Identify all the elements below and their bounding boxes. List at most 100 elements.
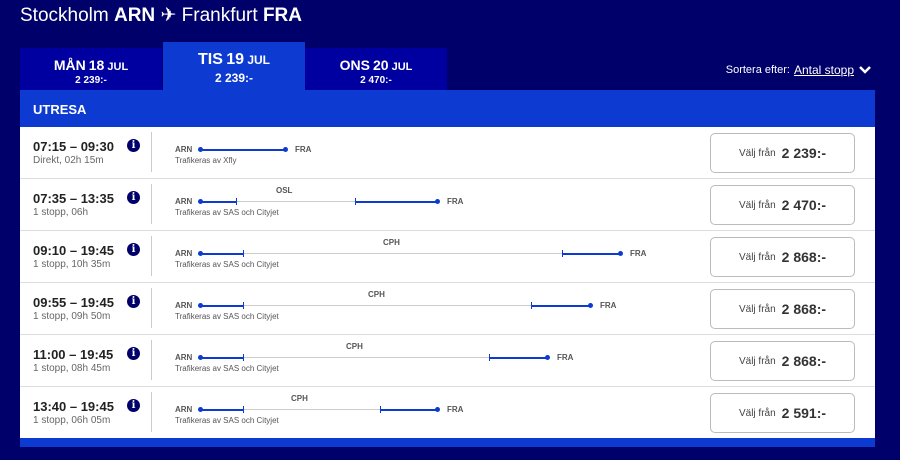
divider: [151, 236, 152, 276]
dest-code: FRA: [295, 145, 312, 154]
segment-tick: [380, 406, 381, 413]
segment-tick: [531, 302, 532, 309]
stop-code: CPH: [368, 290, 385, 299]
layover-segment: [243, 357, 489, 358]
stop-code: CPH: [346, 342, 363, 351]
select-flight-button[interactable]: Välj från 2 868:-: [710, 289, 855, 329]
flight-time: 09:55 – 19:45: [33, 295, 114, 310]
tab-price: 2 239:-: [75, 75, 107, 86]
dest-code: FRA: [262, 5, 303, 26]
select-flight-button[interactable]: Välj från 2 591:-: [710, 393, 855, 433]
flight-segment: [380, 409, 437, 411]
info-icon[interactable]: i: [127, 399, 140, 412]
stop-code: CPH: [383, 238, 400, 247]
flight-row: 09:10 – 19:45 1 stopp, 10h 35m i ARN FRA…: [20, 231, 875, 283]
flight-row: 07:35 – 13:35 1 stopp, 06h i ARN FRA OSL…: [20, 179, 875, 231]
button-label: Välj från: [738, 303, 776, 315]
segment-tick: [243, 302, 244, 309]
dest-code: FRA: [447, 405, 464, 414]
operator: Trafikeras av SAS och Cityjet: [175, 260, 279, 269]
origin-code: ARN: [113, 5, 156, 26]
flight-segment: [489, 357, 547, 359]
button-label: Välj från: [738, 251, 776, 263]
dest-code: FRA: [630, 249, 647, 258]
info-icon[interactable]: i: [127, 295, 140, 308]
sort-value[interactable]: Antal stopp: [793, 63, 854, 77]
flight-duration: 1 stopp, 10h 35m: [33, 259, 111, 270]
date-tab[interactable]: TIS 19 JUL 2 239:-: [163, 42, 305, 90]
flight-segment: [562, 253, 620, 255]
segment-tick: [243, 354, 244, 361]
select-flight-button[interactable]: Välj från 2 868:-: [710, 237, 855, 277]
dest-dot: [283, 147, 288, 152]
button-label: Välj från: [738, 407, 776, 419]
origin-code: ARN: [175, 249, 193, 258]
layover-segment: [243, 305, 531, 306]
flight-price: 2 470:-: [781, 197, 827, 213]
flight-duration: Direkt, 02h 15m: [33, 155, 104, 166]
stop-code: OSL: [276, 186, 293, 195]
select-flight-button[interactable]: Välj från 2 470:-: [710, 185, 855, 225]
segment-tick: [236, 198, 237, 205]
layover-segment: [243, 409, 380, 410]
dest-code: FRA: [557, 353, 574, 362]
button-label: Välj från: [738, 147, 776, 159]
button-label: Välj från: [738, 355, 776, 367]
origin-code: ARN: [175, 197, 193, 206]
origin-code: ARN: [175, 405, 193, 414]
dest-city: Frankfurt: [181, 5, 258, 26]
date-tab[interactable]: ONS 20 JUL 2 470:-: [305, 48, 447, 90]
flight-segment: [531, 305, 590, 307]
tab-date: TIS 19 JUL: [197, 51, 271, 68]
stop-code: CPH: [291, 394, 308, 403]
flight-row: 13:40 – 19:45 1 stopp, 06h 05m i ARN FRA…: [20, 387, 875, 439]
segment-tick: [489, 354, 490, 361]
segment-tick: [243, 250, 244, 257]
info-icon[interactable]: i: [127, 347, 140, 360]
info-icon[interactable]: i: [127, 243, 140, 256]
divider: [151, 132, 152, 172]
flight-row: 11:00 – 19:45 1 stopp, 08h 45m i ARN FRA…: [20, 335, 875, 387]
flight-segment: [200, 305, 243, 307]
dest-dot: [545, 355, 550, 360]
flight-duration: 1 stopp, 08h 45m: [33, 363, 111, 374]
dest-dot: [588, 303, 593, 308]
divider: [151, 392, 152, 432]
operator: Trafikeras av Xfly: [175, 156, 237, 165]
tab-date: ONS 20 JUL: [339, 57, 413, 73]
flight-price: 2 868:-: [781, 301, 827, 317]
origin-code: ARN: [175, 145, 193, 154]
info-icon[interactable]: i: [127, 191, 140, 204]
select-flight-button[interactable]: Välj från 2 868:-: [710, 341, 855, 381]
dest-code: FRA: [447, 197, 464, 206]
segment-tick: [355, 198, 356, 205]
dest-dot: [618, 251, 623, 256]
sort-dropdown[interactable]: Sortera efter: Antal stopp: [726, 63, 872, 77]
tab-date: MÅN 18 JUL: [53, 57, 129, 73]
button-label: Välj från: [738, 199, 776, 211]
section-title: UTRESA: [33, 102, 87, 117]
operator: Trafikeras av SAS och Cityjet: [175, 364, 279, 373]
flight-duration: 1 stopp, 06h 05m: [33, 415, 111, 426]
flight-price: 2 239:-: [781, 145, 827, 161]
tab-price: 2 239:-: [214, 71, 254, 85]
select-flight-button[interactable]: Välj från 2 239:-: [710, 133, 855, 173]
dest-code: FRA: [600, 301, 617, 310]
flight-price: 2 591:-: [781, 405, 827, 421]
section-header: UTRESA: [20, 90, 875, 127]
flight-segment: [200, 201, 236, 203]
flight-price: 2 868:-: [781, 353, 827, 369]
airplane-icon: ✈: [160, 5, 177, 26]
divider: [151, 184, 152, 224]
flight-duration: 1 stopp, 06h: [33, 207, 89, 218]
flight-list: 07:15 – 09:30 Direkt, 02h 15m i ARN FRA …: [20, 127, 875, 439]
divider: [151, 288, 152, 328]
tab-price: 2 470:-: [360, 75, 392, 86]
flight-segment: [200, 409, 243, 411]
operator: Trafikeras av SAS och Cityjet: [175, 416, 279, 425]
date-tab[interactable]: MÅN 18 JUL 2 239:-: [20, 48, 162, 90]
flight-price: 2 868:-: [781, 249, 827, 265]
segment-tick: [562, 250, 563, 257]
info-icon[interactable]: i: [127, 139, 140, 152]
flight-time: 13:40 – 19:45: [33, 399, 114, 414]
